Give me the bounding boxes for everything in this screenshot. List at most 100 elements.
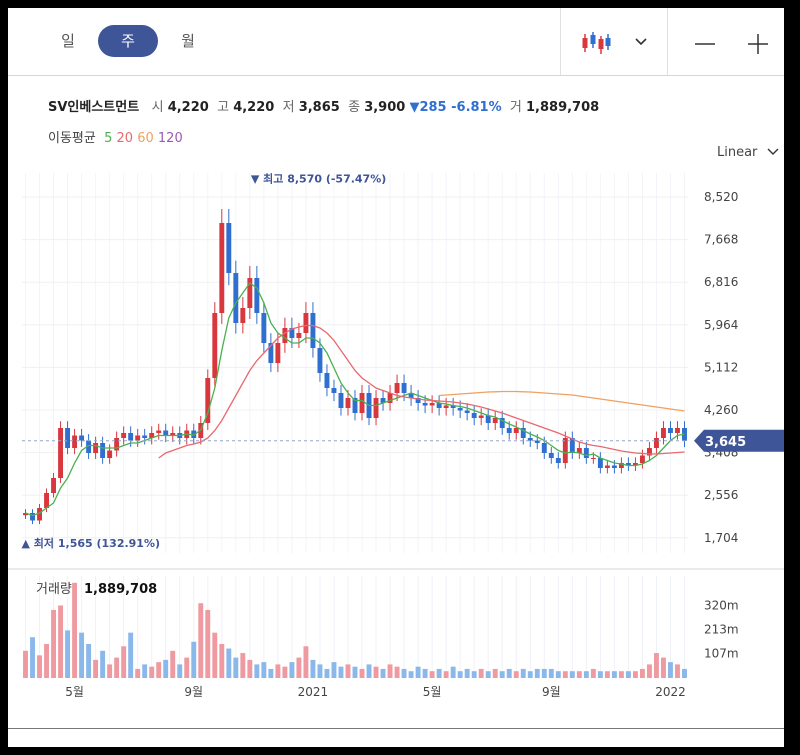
volume-bar — [541, 668, 547, 678]
volume-bar — [534, 668, 540, 678]
volume-bar — [310, 659, 316, 678]
volume-bar — [163, 659, 169, 678]
volume-bar — [65, 630, 71, 678]
y-tick-label: 1,704 — [704, 531, 738, 545]
candle-body — [317, 348, 323, 373]
tab-weekly[interactable]: 주 — [98, 25, 158, 57]
candle-body — [268, 343, 274, 363]
volume-bar — [86, 644, 92, 678]
scale-selector[interactable]: Linear — [717, 145, 779, 160]
volume-bar — [387, 664, 393, 678]
candle-body — [142, 435, 148, 438]
candle-body — [471, 413, 477, 418]
volume-bar — [471, 671, 477, 678]
volume-bar — [30, 637, 35, 678]
ma-120-label[interactable]: 120 — [157, 131, 183, 146]
x-tick-label: 9월 — [184, 685, 203, 699]
y-tick-label: 6,816 — [704, 275, 738, 289]
candle-body — [303, 313, 309, 333]
candle-body — [562, 438, 568, 463]
volume-bar — [401, 668, 407, 678]
y-tick-label: 5,964 — [704, 318, 738, 332]
price-chart[interactable]: 8,5207,6686,8165,9645,1124,2603,4082,556… — [8, 8, 784, 728]
volume-bar — [506, 668, 512, 678]
volume-bar — [212, 632, 218, 678]
plus-icon[interactable] — [747, 34, 769, 54]
volume-bar — [625, 671, 631, 678]
candle-body — [485, 415, 491, 423]
candle-body — [450, 405, 456, 408]
volume-bar — [394, 666, 400, 678]
candle-body — [240, 308, 246, 323]
volume-bar — [583, 671, 589, 678]
volume-bar — [156, 662, 162, 678]
candle-body — [37, 508, 42, 521]
open-value: 4,220 — [167, 100, 209, 115]
tab-monthly[interactable]: 월 — [181, 32, 195, 50]
volume-bar — [317, 664, 323, 678]
candle-body — [170, 433, 176, 436]
candle-body — [212, 313, 218, 378]
volume-bar — [661, 657, 666, 678]
candle-body — [611, 465, 617, 468]
ma-line-60 — [439, 390, 685, 412]
candle-body — [352, 398, 358, 413]
volume-bar — [415, 666, 421, 678]
candle-body — [443, 405, 449, 408]
candle-body — [23, 513, 28, 516]
volume-bar — [422, 668, 428, 678]
volume-bar — [135, 668, 141, 678]
candle-body — [668, 428, 673, 433]
chart-type-selector[interactable] — [560, 8, 668, 75]
candle-body — [436, 403, 442, 408]
volume-bar — [366, 664, 372, 678]
x-tick-label: 2022 — [655, 685, 686, 699]
candle-body — [275, 343, 281, 363]
minus-icon[interactable] — [694, 34, 716, 54]
ma-5-label[interactable]: 5 — [104, 131, 113, 146]
y-tick-label: 7,668 — [704, 233, 738, 247]
ma-20-label[interactable]: 20 — [116, 131, 134, 146]
volume-bar — [261, 662, 267, 678]
candle-body — [219, 223, 225, 313]
volume-bar — [443, 671, 449, 678]
candle-body — [254, 278, 260, 313]
volume-bar — [562, 671, 568, 678]
ma-line-5 — [25, 282, 685, 517]
volume-bar — [457, 671, 463, 678]
ma-line-20 — [158, 324, 685, 459]
candle-body — [520, 428, 526, 438]
ma-title: 이동평균 — [48, 131, 96, 146]
candle-body — [646, 448, 652, 456]
volume-bar — [205, 610, 211, 678]
candle-body — [583, 448, 589, 458]
volume-bar — [513, 671, 519, 678]
volume-bar — [37, 655, 42, 678]
tab-daily[interactable]: 일 — [61, 32, 75, 50]
close-value: 3,900 — [364, 100, 406, 115]
candle-body — [373, 398, 379, 418]
candlestick-icon — [582, 32, 611, 54]
x-tick-label: 2021 — [298, 685, 329, 699]
current-price-label: 3,645 — [705, 435, 746, 450]
volume-value: 1,889,708 — [526, 100, 600, 115]
candle-body — [653, 438, 659, 448]
volume-bar — [247, 659, 253, 678]
candle-body — [345, 398, 351, 408]
volume-bar — [373, 666, 379, 678]
volume-label: 거 — [509, 100, 522, 115]
volume-bar — [611, 671, 617, 678]
low-value: 3,865 — [298, 100, 340, 115]
candle-body — [675, 428, 680, 433]
candle-body — [429, 403, 435, 406]
volume-bar — [282, 666, 288, 678]
volume-bar — [184, 657, 190, 678]
volume-bar — [450, 666, 456, 678]
candle-body — [331, 388, 337, 393]
candle-body — [464, 410, 470, 413]
candle-body — [632, 463, 638, 466]
volume-bar — [352, 666, 358, 678]
ma-60-label[interactable]: 60 — [137, 131, 154, 146]
candle-body — [79, 435, 85, 441]
volume-bar — [114, 657, 120, 678]
